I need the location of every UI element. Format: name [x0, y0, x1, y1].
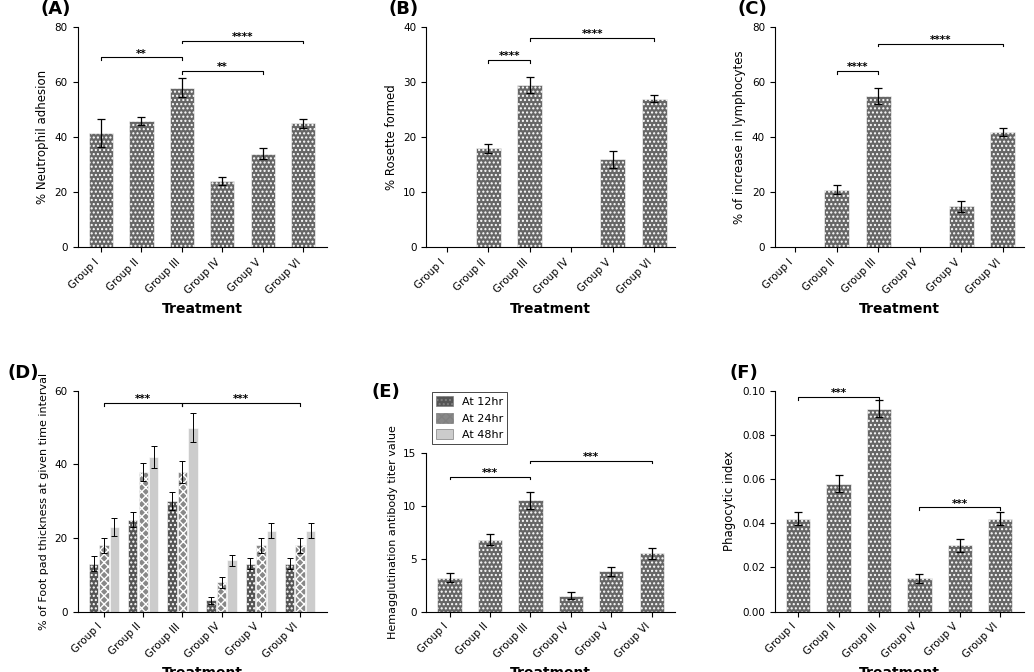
- Bar: [256, 546, 266, 612]
- Text: ****: ****: [581, 30, 603, 40]
- Text: ****: ****: [930, 35, 951, 45]
- Bar: [786, 519, 811, 612]
- Bar: [99, 546, 109, 612]
- Bar: [478, 540, 503, 612]
- Text: ***: ***: [234, 394, 249, 405]
- Bar: [866, 409, 891, 612]
- Bar: [642, 99, 667, 247]
- Bar: [558, 595, 583, 612]
- Bar: [826, 484, 851, 612]
- Text: ***: ***: [583, 452, 599, 462]
- Bar: [306, 531, 315, 612]
- Legend: At 12hr, At 24hr, At 48hr: At 12hr, At 24hr, At 48hr: [431, 392, 508, 444]
- Bar: [907, 579, 932, 612]
- Y-axis label: Phagocytic index: Phagocytic index: [724, 451, 736, 552]
- Bar: [227, 560, 237, 612]
- Text: (F): (F): [730, 364, 759, 382]
- Text: ***: ***: [830, 388, 847, 398]
- X-axis label: Treatment: Treatment: [510, 302, 591, 316]
- Bar: [285, 564, 295, 612]
- Text: ***: ***: [951, 499, 968, 509]
- Text: (A): (A): [40, 0, 70, 17]
- X-axis label: Treatment: Treatment: [161, 666, 243, 672]
- Text: ****: ****: [498, 51, 520, 61]
- Bar: [139, 472, 148, 612]
- Bar: [129, 121, 153, 247]
- Y-axis label: % of Foot pad thickness at given time interval: % of Foot pad thickness at given time in…: [39, 373, 50, 630]
- Bar: [437, 578, 462, 612]
- Bar: [476, 149, 500, 247]
- X-axis label: Treatment: Treatment: [858, 666, 940, 672]
- Bar: [110, 527, 119, 612]
- Bar: [246, 564, 255, 612]
- Text: ***: ***: [135, 394, 151, 405]
- Bar: [866, 96, 891, 247]
- Bar: [168, 501, 177, 612]
- Bar: [267, 531, 276, 612]
- Bar: [518, 501, 543, 612]
- X-axis label: Treatment: Treatment: [858, 302, 940, 316]
- Bar: [210, 181, 235, 247]
- Text: ****: ****: [232, 32, 253, 42]
- Bar: [296, 546, 305, 612]
- Bar: [949, 206, 974, 247]
- Text: **: **: [136, 48, 147, 58]
- Bar: [128, 519, 138, 612]
- Y-axis label: % Rosette formed: % Rosette formed: [385, 84, 398, 190]
- Text: (B): (B): [389, 0, 419, 17]
- Bar: [639, 553, 664, 612]
- Text: (D): (D): [8, 364, 39, 382]
- Bar: [170, 87, 194, 247]
- Y-axis label: % Neutrophil adhesion: % Neutrophil adhesion: [36, 70, 50, 204]
- Y-axis label: % of increase in lymphocytes: % of increase in lymphocytes: [733, 50, 747, 224]
- Bar: [517, 85, 542, 247]
- Bar: [217, 582, 226, 612]
- Bar: [601, 159, 626, 247]
- Bar: [207, 601, 216, 612]
- Text: (E): (E): [371, 383, 400, 401]
- Bar: [250, 154, 275, 247]
- Bar: [991, 132, 1015, 247]
- Bar: [824, 190, 849, 247]
- Y-axis label: Hemagglutination antibody titer value: Hemagglutination antibody titer value: [388, 425, 398, 639]
- Text: ***: ***: [482, 468, 498, 478]
- X-axis label: Treatment: Treatment: [510, 666, 591, 672]
- Bar: [178, 472, 187, 612]
- Text: (C): (C): [737, 0, 767, 17]
- Text: ****: ****: [847, 62, 869, 73]
- Bar: [149, 457, 158, 612]
- Bar: [188, 427, 197, 612]
- Bar: [89, 133, 113, 247]
- Bar: [291, 124, 315, 247]
- Bar: [599, 571, 624, 612]
- Bar: [89, 564, 98, 612]
- Bar: [948, 546, 972, 612]
- Bar: [989, 519, 1012, 612]
- Text: **: **: [217, 62, 227, 73]
- X-axis label: Treatment: Treatment: [161, 302, 243, 316]
